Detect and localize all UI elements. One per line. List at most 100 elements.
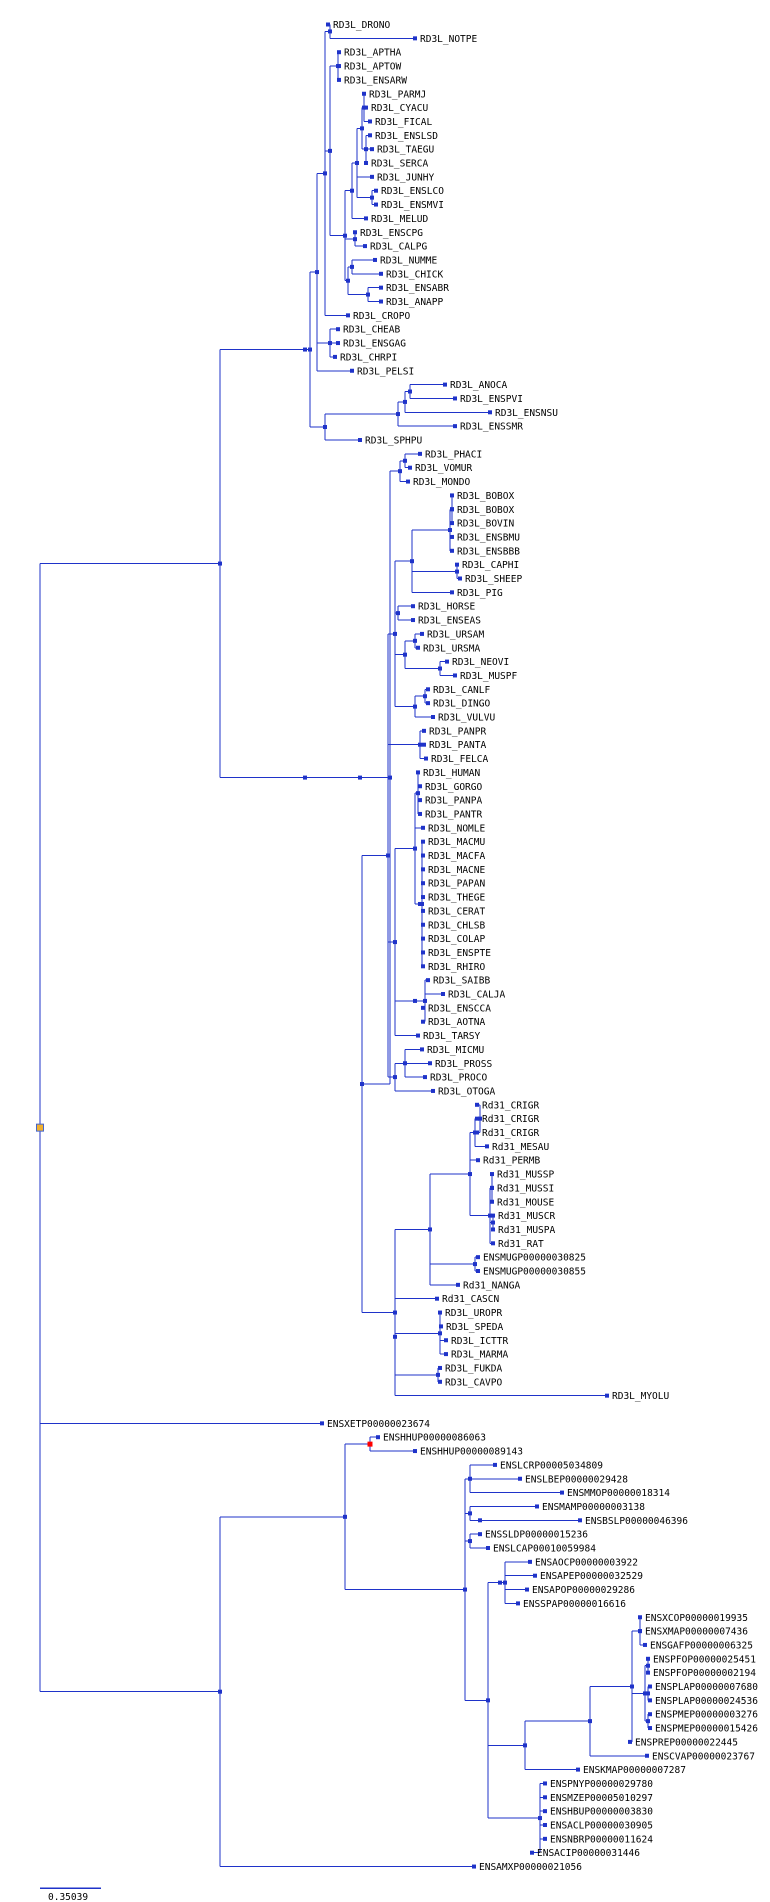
leaf-label: ENSAOCP00000003922 <box>535 1557 638 1568</box>
node-marker <box>441 992 445 996</box>
leaf-label: RD3L_TAEGU <box>377 145 434 156</box>
node-marker <box>421 839 425 844</box>
node-marker <box>516 1601 520 1606</box>
leaf-label: RD3L_PARMJ <box>369 89 426 100</box>
leaf-label: RD3L_ENSPVI <box>460 394 523 405</box>
leaf-label: RD3L_VOMUR <box>415 463 472 474</box>
node-marker <box>393 1075 397 1080</box>
node-marker <box>523 1743 527 1748</box>
node-marker <box>490 1172 494 1177</box>
node-marker <box>491 1220 495 1225</box>
node-marker <box>368 133 372 138</box>
leaf-label: RD3L_ENSLCO <box>381 186 444 197</box>
node-marker <box>530 1850 534 1855</box>
node-marker <box>628 1739 632 1744</box>
node-marker <box>393 631 397 636</box>
node-marker <box>439 1324 443 1329</box>
node-marker <box>416 791 420 796</box>
node-marker <box>476 1158 480 1163</box>
leaf-label: RD3L_CAPHI <box>462 560 519 571</box>
leaf-label: RD3L_BOBOX <box>457 491 514 502</box>
leaf-label: RD3L_CHEAB <box>343 325 400 336</box>
node-marker <box>426 978 430 983</box>
leaf-label: RD3L_ENSSMR <box>460 422 523 433</box>
leaf-label: ENSAMXP00000021056 <box>479 1862 582 1873</box>
node-marker <box>370 174 374 179</box>
node-marker <box>453 424 457 429</box>
leaf-label: RD3L_PHACI <box>425 449 482 460</box>
leaf-label: RD3L_ENSEAS <box>418 616 481 627</box>
node-marker <box>498 1580 502 1585</box>
node-marker <box>418 811 422 816</box>
node-marker <box>346 278 350 283</box>
leaf-label: RD3L_URSAM <box>427 629 484 640</box>
leaf-label: RD3L_ENSCPG <box>360 228 423 239</box>
leaf-label: RD3L_NOTPE <box>420 34 477 45</box>
node-marker <box>403 1061 407 1066</box>
node-marker <box>493 1462 497 1467</box>
leaf-label: RD3L_PANTA <box>429 740 486 751</box>
node-marker <box>525 1587 529 1592</box>
node-marker <box>435 1296 439 1301</box>
node-marker <box>413 638 417 643</box>
leaf-label: ENSLCAP00010059984 <box>493 1544 596 1555</box>
leaf-label: RD3L_HORSE <box>418 602 475 613</box>
node-marker <box>362 105 366 110</box>
leaf-label: RD3L_SAIBB <box>433 976 490 987</box>
node-marker <box>343 233 347 238</box>
leaf-label: RD3L_OTOGA <box>438 1086 495 1097</box>
node-marker <box>528 1559 532 1564</box>
node-marker <box>360 1082 364 1087</box>
node-marker <box>393 1310 397 1315</box>
leaf-label: Rd31_PERMB <box>483 1156 540 1167</box>
leaf-label: RD3L_ANOCA <box>450 380 507 391</box>
node-marker <box>218 1689 222 1694</box>
node-marker <box>426 687 430 692</box>
node-marker <box>645 1753 649 1758</box>
node-marker <box>450 507 454 512</box>
node-marker <box>421 936 425 941</box>
leaf-label: ENSXMAP00000007436 <box>645 1627 748 1638</box>
node-marker <box>543 1836 547 1841</box>
node-marker <box>431 715 435 719</box>
leaf-label: RD3L_THEGE <box>428 893 485 904</box>
leaf-label: ENSGAFP00000006325 <box>650 1640 753 1651</box>
node-marker <box>333 354 337 359</box>
node-marker <box>416 770 420 775</box>
leaf-label: RD3L_GORGO <box>425 782 482 793</box>
leaf-label: ENSSLDP00000015236 <box>485 1530 588 1541</box>
node-marker <box>538 1816 542 1821</box>
node-marker <box>423 998 427 1003</box>
node-marker <box>438 1310 442 1315</box>
node-marker <box>423 1075 427 1080</box>
leaf-label: RD3L_CALPG <box>370 242 427 253</box>
node-marker <box>438 666 442 671</box>
leaf-label: ENSAPEP00000032529 <box>540 1571 643 1582</box>
node-marker <box>413 1449 417 1454</box>
node-marker <box>576 1767 580 1772</box>
leaf-label: ENSPNYP00000029780 <box>550 1779 653 1790</box>
node-marker <box>364 216 368 221</box>
node-marker <box>643 1691 647 1696</box>
leaf-label: Rd31_MUSSP <box>497 1170 554 1181</box>
node-marker <box>543 1809 547 1814</box>
scale-bar-label: 0.35039 <box>48 1892 88 1902</box>
node-marker <box>373 257 377 262</box>
leaf-label: Rd31_CRIGR <box>482 1114 539 1125</box>
node-marker <box>350 188 354 193</box>
node-marker <box>648 1712 652 1717</box>
node-marker <box>410 559 414 564</box>
leaf-label: ENSMUGP00000030855 <box>483 1267 586 1278</box>
node-marker <box>421 867 425 872</box>
leaf-label: RD3L_ENSCCA <box>428 1003 491 1014</box>
leaf-label: Rd31_MOUSE <box>497 1197 554 1208</box>
node-marker <box>455 562 459 567</box>
node-marker <box>476 1255 480 1260</box>
root-node-marker <box>36 1123 44 1132</box>
leaf-label: RD3L_JUNHY <box>377 172 434 183</box>
node-marker <box>308 347 312 352</box>
node-marker <box>478 1518 482 1523</box>
node-marker <box>323 425 327 430</box>
leaf-label: RD3L_APTHA <box>344 48 401 59</box>
